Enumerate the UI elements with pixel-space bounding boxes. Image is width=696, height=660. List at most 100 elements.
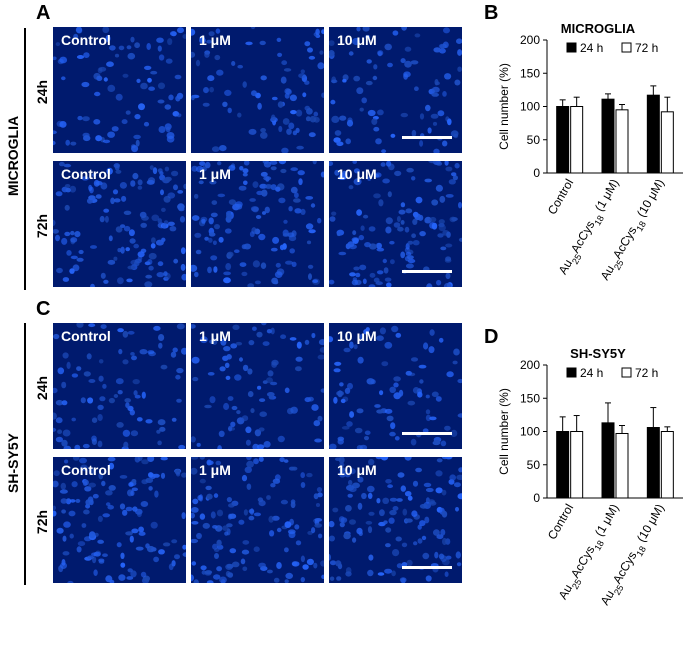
nucleus <box>176 113 182 118</box>
nucleus <box>206 459 212 466</box>
nucleus <box>115 226 123 233</box>
nucleus <box>132 379 140 385</box>
nucleus <box>418 364 427 369</box>
nucleus <box>157 99 165 104</box>
micrograph-tile: 1 μM <box>191 161 324 287</box>
nucleus <box>333 368 341 373</box>
nucleus <box>197 495 203 501</box>
nucleus <box>65 139 70 146</box>
nucleus <box>331 115 340 123</box>
nucleus <box>417 538 423 544</box>
nucleus <box>191 356 200 364</box>
nucleus <box>448 179 456 185</box>
nucleus <box>405 243 410 250</box>
nucleus <box>163 271 168 277</box>
nucleus <box>248 515 255 521</box>
nucleus <box>174 74 182 80</box>
nucleus <box>53 412 57 420</box>
nucleus <box>377 572 385 576</box>
nucleus <box>63 521 71 528</box>
nucleus <box>329 336 334 343</box>
nucleus <box>401 542 408 548</box>
nucleus <box>211 338 218 345</box>
nucleus <box>200 336 208 344</box>
nucleus <box>329 216 336 222</box>
nucleus <box>72 457 80 461</box>
nucleus <box>412 240 420 246</box>
nucleus <box>173 258 179 264</box>
nucleus <box>114 164 120 171</box>
nucleus <box>95 194 102 199</box>
nucleus <box>367 109 376 117</box>
nucleus <box>359 107 364 112</box>
nucleus <box>70 230 75 236</box>
nucleus <box>259 411 267 417</box>
nucleus <box>367 569 374 577</box>
nucleus <box>376 335 384 341</box>
nucleus <box>196 532 202 540</box>
nucleus <box>329 40 335 46</box>
nucleus <box>442 140 448 147</box>
nucleus <box>114 53 120 58</box>
nucleus <box>65 187 71 193</box>
nucleus <box>213 574 221 580</box>
nucleus <box>270 483 276 488</box>
nucleus <box>338 471 346 478</box>
nucleus <box>244 466 252 473</box>
nucleus <box>273 577 280 583</box>
nucleus <box>393 222 401 228</box>
nucleus <box>348 185 354 190</box>
nucleus <box>369 243 377 250</box>
micrograph-tile: 1 μM <box>191 323 324 449</box>
nucleus <box>137 511 142 518</box>
nucleus <box>102 27 110 34</box>
nucleus <box>379 509 385 517</box>
nucleus <box>458 237 462 242</box>
x-tick-label: Control <box>545 502 576 543</box>
nucleus <box>228 165 236 171</box>
nucleus <box>103 77 108 82</box>
nucleus <box>306 472 313 478</box>
nucleus <box>232 324 240 330</box>
nucleus <box>279 244 285 251</box>
nucleus <box>400 220 405 225</box>
nucleus <box>98 472 104 480</box>
nucleus <box>317 217 322 224</box>
nucleus <box>199 478 206 484</box>
nucleus <box>313 420 321 427</box>
nucleus <box>384 43 392 51</box>
panel-letter-a: A <box>36 2 51 24</box>
nucleus <box>435 470 443 477</box>
nucleus <box>196 442 201 447</box>
nucleus <box>56 267 63 274</box>
nuclei-texture <box>53 457 186 583</box>
bar-72h <box>570 431 584 499</box>
nucleus <box>258 500 266 507</box>
nucleus <box>281 147 289 153</box>
nucleus <box>393 382 399 388</box>
nucleus <box>191 324 196 329</box>
nucleus <box>150 70 158 75</box>
nucleus <box>53 130 57 135</box>
nucleus <box>199 35 206 43</box>
nucleus <box>454 79 461 86</box>
nucleus <box>81 81 90 88</box>
nucleus <box>99 396 106 402</box>
nucleus <box>290 110 297 115</box>
nucleus <box>141 459 149 465</box>
nucleus <box>239 262 247 267</box>
nucleus <box>411 510 418 517</box>
nucleus <box>423 342 429 350</box>
nucleus <box>53 480 59 488</box>
nucleus <box>288 531 296 539</box>
nucleus <box>107 84 116 92</box>
nucleus <box>266 569 273 574</box>
tile-label: Control <box>61 32 111 48</box>
nucleus <box>311 332 316 339</box>
nucleus <box>447 118 452 126</box>
nucleus <box>300 69 305 74</box>
nucleus <box>329 560 337 566</box>
nucleus <box>118 574 126 581</box>
nuclei-texture <box>329 161 462 287</box>
nucleus <box>436 161 443 166</box>
